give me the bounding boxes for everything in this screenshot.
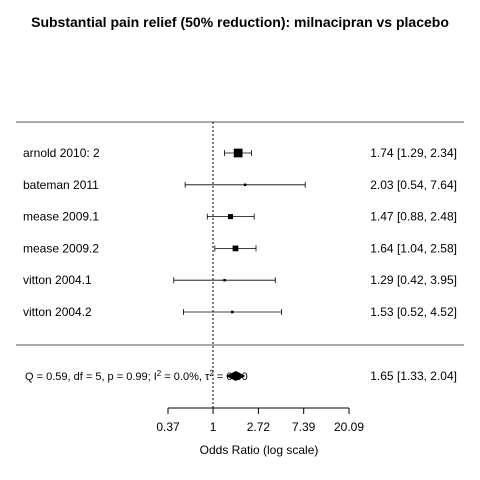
x-tick-label: 0.37 xyxy=(156,420,180,434)
chart-title: Substantial pain relief (50% reduction):… xyxy=(31,14,449,30)
point-estimate xyxy=(223,278,226,282)
ci-text: 1.64 [1.04, 2.58] xyxy=(370,241,457,255)
ci-text: 2.03 [0.54, 7.64] xyxy=(370,178,457,192)
summary-row: Q = 0.59, df = 5, p = 0.99; I2 = 0.0%, τ… xyxy=(25,369,457,384)
summary-ci-text: 1.65 [1.33, 2.04] xyxy=(370,369,457,383)
x-tick-label: 20.09 xyxy=(334,420,364,434)
study-label: mease 2009.2 xyxy=(23,241,99,255)
x-tick-label: 7.39 xyxy=(292,420,316,434)
study-label: vitton 2004.2 xyxy=(23,305,92,319)
point-estimate xyxy=(233,148,243,158)
ci-text: 1.47 [0.88, 2.48] xyxy=(370,210,457,224)
point-estimate xyxy=(231,310,234,314)
ci-text: 1.29 [0.42, 3.95] xyxy=(370,273,457,287)
study-label: bateman 2011 xyxy=(23,178,99,192)
x-axis: 0.37 1 2.72 7.39 20.09 xyxy=(156,407,364,434)
stats-text: Q = 0.59, df = 5, p = 0.99; I xyxy=(25,371,157,383)
study-row: vitton 2004.1 1.29 [0.42, 3.95] xyxy=(23,273,457,287)
ci-text: 1.53 [0.52, 4.52] xyxy=(370,305,457,319)
study-rows: arnold 2010: 2 1.74 [1.29, 2.34] bateman 2… xyxy=(23,146,457,319)
study-row: bateman 2011 2.03 [0.54, 7.64] xyxy=(23,178,457,192)
point-estimate xyxy=(227,214,234,220)
study-row: arnold 2010: 2 1.74 [1.29, 2.34] xyxy=(23,146,457,160)
ci-text: 1.74 [1.29, 2.34] xyxy=(370,146,457,160)
study-label: vitton 2004.1 xyxy=(23,273,92,287)
superscript-two: 2 xyxy=(157,369,162,378)
point-estimate xyxy=(243,183,247,187)
x-tick-label: 2.72 xyxy=(247,420,271,434)
study-label: arnold 2010: 2 xyxy=(23,146,100,160)
study-label: mease 2009.1 xyxy=(23,210,99,224)
x-tick-label: 1 xyxy=(210,420,217,434)
x-axis-label: Odds Ratio (log scale) xyxy=(200,443,319,457)
study-row: mease 2009.1 1.47 [0.88, 2.48] xyxy=(23,210,457,224)
stats-text: = 0.0%, τ xyxy=(161,371,210,383)
study-row: vitton 2004.2 1.53 [0.52, 4.52] xyxy=(23,305,457,319)
heterogeneity-stats: Q = 0.59, df = 5, p = 0.99; I2 = 0.0%, τ… xyxy=(25,369,248,384)
point-estimate xyxy=(232,245,239,252)
study-row: mease 2009.2 1.64 [1.04, 2.58] xyxy=(23,241,457,255)
superscript-two: 2 xyxy=(209,369,214,378)
summary-diamond xyxy=(225,371,246,381)
